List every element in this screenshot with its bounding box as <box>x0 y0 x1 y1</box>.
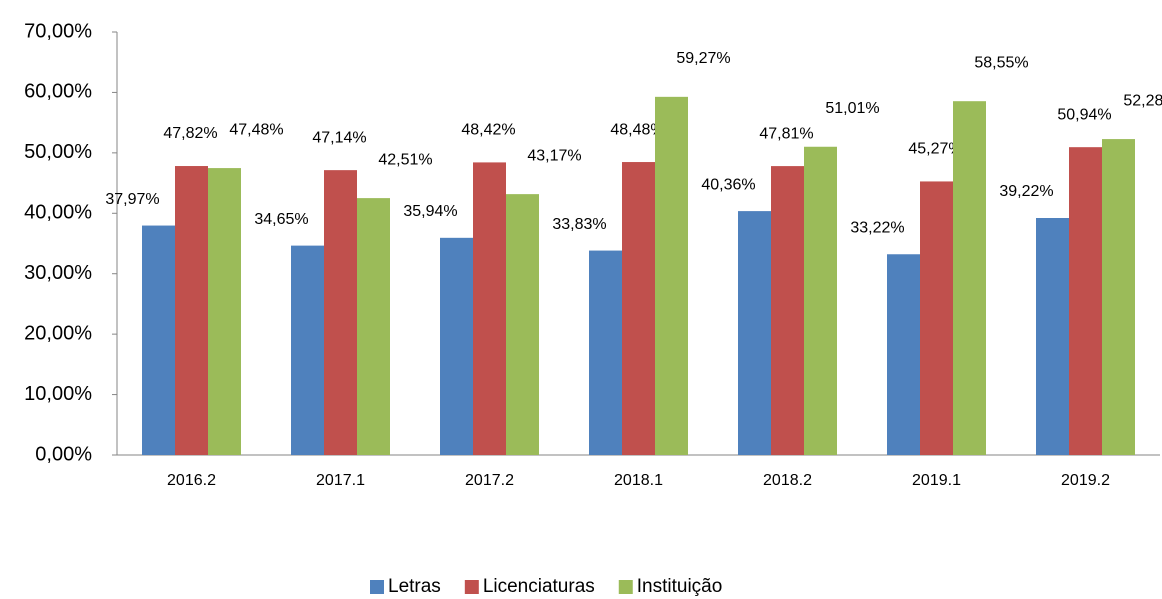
bar <box>622 162 655 455</box>
bar <box>655 96 688 456</box>
legend-swatch <box>618 580 633 594</box>
value-label: 33,22% <box>850 219 904 236</box>
value-label: 51,01% <box>825 100 879 117</box>
y-tick-label: 50,00% <box>24 141 92 163</box>
x-tick-label: 2017.1 <box>316 472 365 489</box>
y-tick-label: 70,00% <box>24 20 92 42</box>
bar <box>920 181 953 455</box>
value-label: 39,22% <box>999 183 1053 200</box>
value-label: 37,97% <box>105 191 159 208</box>
value-label: 59,27% <box>676 50 730 67</box>
value-label: 45,27% <box>908 141 962 158</box>
value-label: 40,36% <box>701 176 755 193</box>
y-tick-label: 30,00% <box>24 262 92 284</box>
value-label: 48,42% <box>461 122 515 139</box>
bar <box>506 194 539 455</box>
value-label: 47,81% <box>759 125 813 142</box>
bar <box>1069 147 1102 455</box>
value-label: 42,51% <box>378 151 432 168</box>
value-label: 35,94% <box>403 203 457 220</box>
bar <box>953 101 986 456</box>
x-tick-label: 2018.1 <box>614 472 663 489</box>
bar <box>771 166 804 455</box>
value-label: 43,17% <box>527 147 581 164</box>
bar <box>357 198 390 455</box>
bar <box>208 168 241 455</box>
value-label: 58,55% <box>974 54 1028 71</box>
x-tick-label: 2017.2 <box>465 472 514 489</box>
x-tick-label: 2019.2 <box>1061 472 1110 489</box>
value-label: 47,48% <box>229 121 283 138</box>
legend-label: Letras <box>388 576 441 597</box>
y-tick-label: 40,00% <box>24 202 92 224</box>
value-label: 47,14% <box>312 129 366 146</box>
legend-swatch <box>370 580 384 594</box>
bar <box>175 166 208 455</box>
bar <box>589 250 622 455</box>
bar <box>473 162 506 456</box>
bar <box>738 211 771 455</box>
bar <box>142 225 175 455</box>
value-label: 34,65% <box>254 211 308 228</box>
value-label: 33,83% <box>552 216 606 233</box>
x-tick-label: 2018.2 <box>763 472 812 489</box>
value-label: 50,94% <box>1057 106 1111 123</box>
y-tick-label: 60,00% <box>24 81 92 103</box>
legend-label: Instituição <box>637 576 723 597</box>
bar <box>324 170 357 455</box>
bar <box>1102 139 1135 456</box>
bar <box>291 245 324 455</box>
bar <box>887 254 920 455</box>
y-tick-label: 0,00% <box>35 443 92 465</box>
value-label: 52,28% <box>1123 92 1162 109</box>
legend-swatch <box>464 580 479 594</box>
bar <box>804 146 837 456</box>
value-label: 47,82% <box>163 125 217 142</box>
bar <box>440 237 473 455</box>
bar <box>1036 217 1069 455</box>
y-tick-label: 20,00% <box>24 322 92 344</box>
x-tick-label: 2016.2 <box>167 472 216 489</box>
x-tick-label: 2019.1 <box>912 472 961 489</box>
value-label: 48,48% <box>610 121 664 138</box>
legend-label: Licenciaturas <box>483 576 595 597</box>
y-tick-label: 10,00% <box>24 383 92 405</box>
